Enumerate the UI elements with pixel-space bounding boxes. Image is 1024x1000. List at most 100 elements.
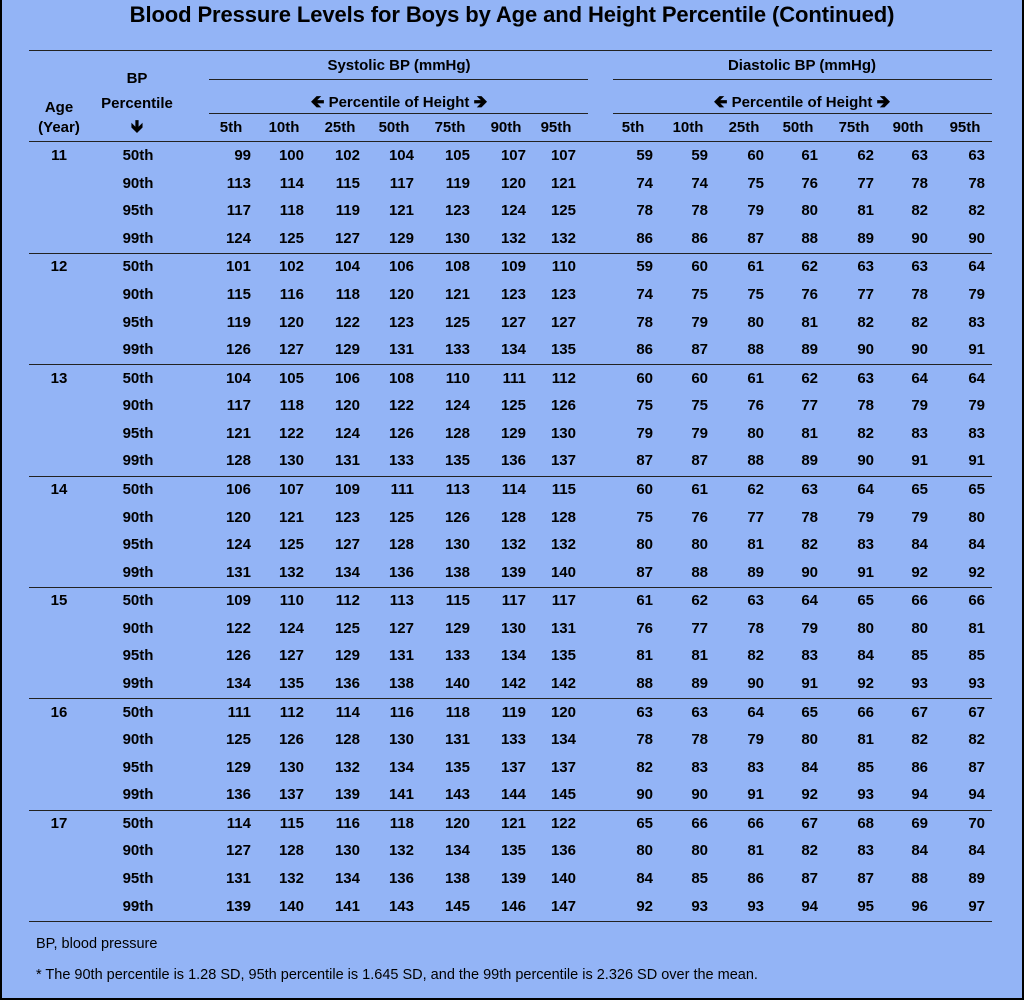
diastolic-value: 90 — [968, 229, 985, 247]
bp-percentile-cell: 95th — [122, 202, 154, 220]
diastolic-value: 80 — [636, 536, 653, 554]
diastolic-value: 75 — [691, 285, 708, 303]
systolic-col-header-5: 90th — [490, 119, 522, 136]
systolic-value: 133 — [444, 341, 470, 359]
diastolic-value: 77 — [691, 619, 708, 637]
age-cell: 14 — [50, 480, 68, 498]
bp-percentile-cell: 95th — [122, 313, 154, 331]
bp-percentile-cell: 99th — [122, 341, 154, 359]
systolic-value: 127 — [334, 536, 360, 554]
diastolic-value: 79 — [636, 424, 653, 442]
diastolic-underline — [613, 79, 992, 80]
diastolic-value: 76 — [691, 508, 708, 526]
diastolic-value: 86 — [691, 229, 708, 247]
diastolic-value: 96 — [911, 897, 928, 915]
systolic-value: 134 — [334, 563, 360, 581]
systolic-value: 123 — [500, 285, 526, 303]
bp-percentile-cell: 95th — [122, 536, 154, 554]
diastolic-value: 82 — [968, 731, 985, 749]
diastolic-value: 63 — [911, 258, 928, 276]
diastolic-value: 90 — [747, 675, 764, 692]
systolic-value: 129 — [500, 424, 526, 442]
systolic-value: 122 — [334, 313, 360, 331]
diastolic-value: 84 — [857, 647, 874, 665]
diastolic-value: 87 — [857, 870, 874, 887]
diastolic-value: 80 — [691, 536, 708, 554]
diastolic-value: 69 — [911, 814, 928, 832]
systolic-col-header-6: 95th — [540, 119, 572, 136]
diastolic-value: 83 — [691, 758, 708, 776]
systolic-value: 106 — [334, 369, 360, 387]
systolic-value: 136 — [388, 870, 414, 887]
diastolic-value: 90 — [857, 452, 874, 470]
diastolic-value: 85 — [968, 647, 985, 665]
diastolic-value: 76 — [801, 174, 818, 192]
diastolic-value: 78 — [691, 202, 708, 220]
diastolic-value: 80 — [801, 202, 818, 220]
left-arrow-icon: 🡸 — [310, 92, 325, 111]
systolic-value: 104 — [334, 258, 360, 276]
systolic-percentile-underline — [209, 113, 588, 114]
age-header-line1: Age — [44, 99, 74, 116]
right-arrow-icon: 🡺 — [473, 92, 488, 111]
left-arrow-icon: 🡸 — [713, 92, 728, 111]
systolic-value: 142 — [550, 675, 576, 692]
diastolic-value: 75 — [691, 397, 708, 415]
systolic-value: 132 — [500, 536, 526, 554]
diastolic-value: 67 — [801, 814, 818, 832]
diastolic-value: 94 — [911, 786, 928, 804]
diastolic-value: 81 — [968, 619, 985, 637]
systolic-value: 122 — [278, 424, 304, 442]
diastolic-value: 65 — [911, 480, 928, 498]
diastolic-value: 63 — [691, 703, 708, 721]
diastolic-value: 84 — [636, 870, 653, 887]
systolic-value: 126 — [444, 508, 470, 526]
systolic-value: 113 — [389, 592, 414, 610]
diastolic-value: 90 — [911, 229, 928, 247]
diastolic-value: 86 — [636, 341, 653, 359]
systolic-value: 123 — [388, 313, 414, 331]
systolic-value: 121 — [225, 424, 251, 442]
systolic-value: 105 — [444, 147, 470, 164]
diastolic-value: 84 — [801, 758, 818, 776]
diastolic-value: 78 — [801, 508, 818, 526]
diastolic-value: 61 — [691, 480, 708, 498]
diastolic-value: 83 — [857, 842, 874, 860]
diastolic-value: 88 — [911, 870, 928, 887]
diastolic-value: 84 — [968, 842, 985, 860]
systolic-value: 117 — [551, 592, 576, 610]
systolic-value: 124 — [500, 202, 526, 220]
diastolic-value: 60 — [747, 147, 764, 164]
bp-percentile-cell: 90th — [122, 397, 154, 415]
diastolic-value: 77 — [857, 285, 874, 303]
systolic-value: 131 — [388, 341, 414, 359]
diastolic-value: 79 — [691, 313, 708, 331]
systolic-value: 142 — [500, 675, 526, 692]
age-cell: 13 — [50, 369, 68, 387]
diastolic-value: 81 — [691, 647, 708, 665]
group-divider — [29, 920, 992, 922]
systolic-value: 136 — [500, 452, 526, 470]
systolic-value: 126 — [278, 731, 304, 749]
systolic-value: 127 — [278, 341, 304, 359]
bp-percentile-cell: 95th — [122, 870, 154, 887]
systolic-value: 132 — [278, 563, 304, 581]
height-percentile-label: Percentile of Height — [328, 94, 470, 111]
bp-percentile-cell: 50th — [122, 814, 154, 832]
systolic-value: 119 — [445, 174, 470, 192]
diastolic-value: 67 — [911, 703, 928, 721]
systolic-value: 130 — [500, 619, 526, 637]
diastolic-value: 88 — [801, 229, 818, 247]
systolic-value: 140 — [550, 870, 576, 887]
systolic-value: 104 — [225, 369, 251, 387]
diastolic-value: 88 — [636, 675, 653, 692]
systolic-value: 110 — [445, 369, 470, 387]
systolic-value: 136 — [225, 786, 251, 804]
systolic-value: 124 — [225, 229, 251, 247]
systolic-value: 123 — [334, 508, 360, 526]
diastolic-value: 82 — [801, 536, 818, 554]
systolic-value: 141 — [334, 897, 360, 915]
systolic-value: 102 — [334, 147, 360, 164]
diastolic-value: 77 — [747, 508, 764, 526]
bp-header-line2: Percentile — [101, 95, 173, 112]
